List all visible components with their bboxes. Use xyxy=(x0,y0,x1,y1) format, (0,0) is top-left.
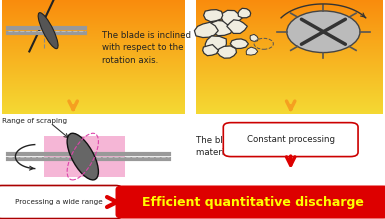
Text: The blades scrape the processed
material by a small amount.: The blades scrape the processed material… xyxy=(196,136,339,157)
Polygon shape xyxy=(204,10,223,22)
Text: Processing a wide range: Processing a wide range xyxy=(15,199,102,205)
Polygon shape xyxy=(194,22,218,37)
FancyBboxPatch shape xyxy=(116,185,385,219)
Polygon shape xyxy=(205,36,226,50)
Ellipse shape xyxy=(38,13,58,49)
Text: Rotation of inclined the blade: Rotation of inclined the blade xyxy=(2,185,108,191)
FancyBboxPatch shape xyxy=(44,136,125,177)
Polygon shape xyxy=(250,34,258,41)
Polygon shape xyxy=(246,47,258,55)
Polygon shape xyxy=(203,45,219,56)
Polygon shape xyxy=(238,8,251,18)
Text: 15°: 15° xyxy=(49,0,62,1)
Text: Constant processing: Constant processing xyxy=(247,135,335,144)
Text: Efficient quantitative discharge: Efficient quantitative discharge xyxy=(142,196,364,208)
Ellipse shape xyxy=(67,133,99,180)
Polygon shape xyxy=(217,46,236,58)
Polygon shape xyxy=(208,21,233,36)
Text: Range of scraping: Range of scraping xyxy=(2,118,67,124)
Polygon shape xyxy=(227,20,247,34)
Polygon shape xyxy=(230,39,248,48)
Polygon shape xyxy=(221,10,243,25)
FancyBboxPatch shape xyxy=(223,123,358,157)
Circle shape xyxy=(287,11,360,53)
Text: The blade is inclined
with respect to the
rotation axis.: The blade is inclined with respect to th… xyxy=(102,31,191,65)
FancyBboxPatch shape xyxy=(0,185,122,219)
